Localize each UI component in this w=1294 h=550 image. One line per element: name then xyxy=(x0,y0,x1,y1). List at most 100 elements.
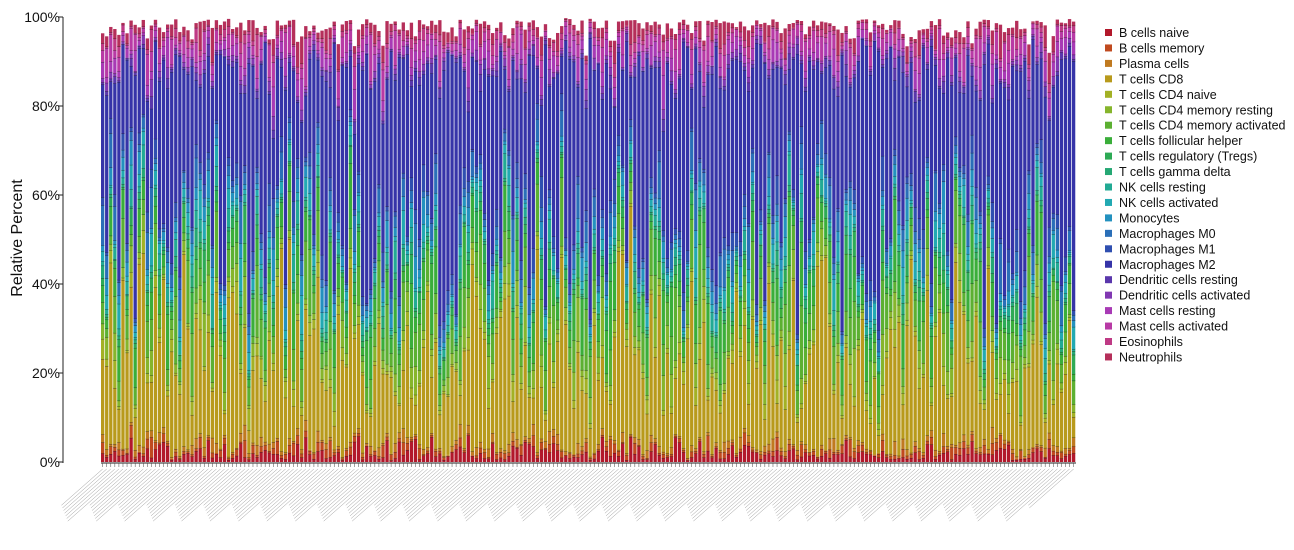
bar-segment xyxy=(279,28,284,31)
bar-segment xyxy=(507,206,511,212)
bar-segment xyxy=(539,449,544,462)
bar-segment xyxy=(442,391,446,394)
bar-segment xyxy=(458,43,462,53)
bar-segment xyxy=(239,314,243,325)
bar-segment xyxy=(182,36,186,55)
bar-segment xyxy=(279,181,284,194)
bar-segment xyxy=(454,342,458,346)
bar-segment xyxy=(133,343,137,348)
bar-segment xyxy=(446,334,450,339)
bar-segment xyxy=(198,242,202,249)
bar-segment xyxy=(560,32,564,40)
bar-segment xyxy=(271,86,275,117)
bar-segment xyxy=(373,262,377,268)
bar-segment xyxy=(210,437,215,453)
bar-segment xyxy=(283,454,288,460)
bar-segment xyxy=(291,70,296,202)
bar-segment xyxy=(259,299,263,320)
bar-segment xyxy=(312,234,316,246)
bar-segment xyxy=(474,190,479,209)
bar-segment xyxy=(198,437,202,449)
bar-segment xyxy=(551,436,556,444)
bar-segment xyxy=(137,46,141,49)
bar-segment xyxy=(527,55,531,288)
bar-segment xyxy=(166,262,170,284)
bar-segment xyxy=(133,75,137,319)
bar-segment xyxy=(308,249,312,316)
bar-segment xyxy=(511,374,515,382)
sample-bar xyxy=(117,34,121,462)
bar-segment xyxy=(141,456,145,462)
bar-segment xyxy=(458,246,462,256)
bar-segment xyxy=(356,211,361,225)
bar-segment xyxy=(300,407,304,416)
bar-segment xyxy=(352,436,357,442)
bar-segment xyxy=(113,76,117,84)
bar-segment xyxy=(210,382,215,388)
bar-segment xyxy=(409,283,414,349)
bar-segment xyxy=(121,43,125,45)
bar-segment xyxy=(556,333,560,342)
bar-segment xyxy=(474,277,479,282)
bar-segment xyxy=(503,140,507,145)
bar-segment xyxy=(296,96,300,101)
bar-segment xyxy=(361,335,365,342)
bar-segment xyxy=(267,452,271,462)
bar-segment xyxy=(222,290,227,295)
bar-segment xyxy=(495,333,499,453)
bar-segment xyxy=(356,231,361,267)
bar-segment xyxy=(556,72,560,74)
bar-segment xyxy=(235,197,239,205)
bar-segment xyxy=(259,49,263,61)
bar-segment xyxy=(174,372,178,376)
bar-segment xyxy=(324,29,328,50)
bar-segment xyxy=(389,297,393,313)
bar-segment xyxy=(442,31,446,46)
bar-segment xyxy=(157,432,162,443)
bar-segment xyxy=(186,71,190,75)
bar-segment xyxy=(515,69,519,72)
bar-segment xyxy=(226,175,231,189)
bar-segment xyxy=(125,250,129,262)
bar-segment xyxy=(316,176,320,178)
bar-segment xyxy=(519,64,523,79)
sample-bar xyxy=(401,22,405,462)
bar-segment xyxy=(413,61,418,69)
bar-segment xyxy=(283,346,288,356)
bar-segment xyxy=(101,251,105,262)
bar-segment xyxy=(340,24,345,32)
bar-segment xyxy=(365,35,369,44)
bar-segment xyxy=(324,365,328,370)
bar-segment xyxy=(478,441,483,448)
bar-segment xyxy=(466,252,470,261)
bar-segment xyxy=(125,350,129,353)
bar-segment xyxy=(397,364,401,387)
bar-segment xyxy=(486,356,491,389)
bar-segment xyxy=(198,179,202,190)
bar-segment xyxy=(491,55,495,65)
bar-segment xyxy=(434,59,438,154)
bar-segment xyxy=(352,332,357,339)
bar-segment xyxy=(503,181,507,185)
bar-segment xyxy=(287,139,292,143)
bar-segment xyxy=(511,283,515,288)
bar-segment xyxy=(222,332,227,342)
bar-segment xyxy=(462,167,466,189)
bar-segment xyxy=(344,450,349,457)
bar-segment xyxy=(308,322,312,336)
bar-segment xyxy=(255,457,259,462)
bar-segment xyxy=(178,455,182,459)
bar-segment xyxy=(174,217,178,222)
bar-segment xyxy=(454,316,458,324)
sample-bar xyxy=(365,19,369,462)
bar-segment xyxy=(170,64,174,68)
sample-bar xyxy=(267,39,271,462)
bar-segment xyxy=(417,448,422,460)
bar-segment xyxy=(312,254,316,267)
bar-segment xyxy=(551,51,556,56)
bar-segment xyxy=(328,177,332,191)
bar-segment xyxy=(279,178,284,182)
bar-segment xyxy=(417,313,422,324)
bar-segment xyxy=(515,162,519,179)
bar-segment xyxy=(109,61,113,72)
